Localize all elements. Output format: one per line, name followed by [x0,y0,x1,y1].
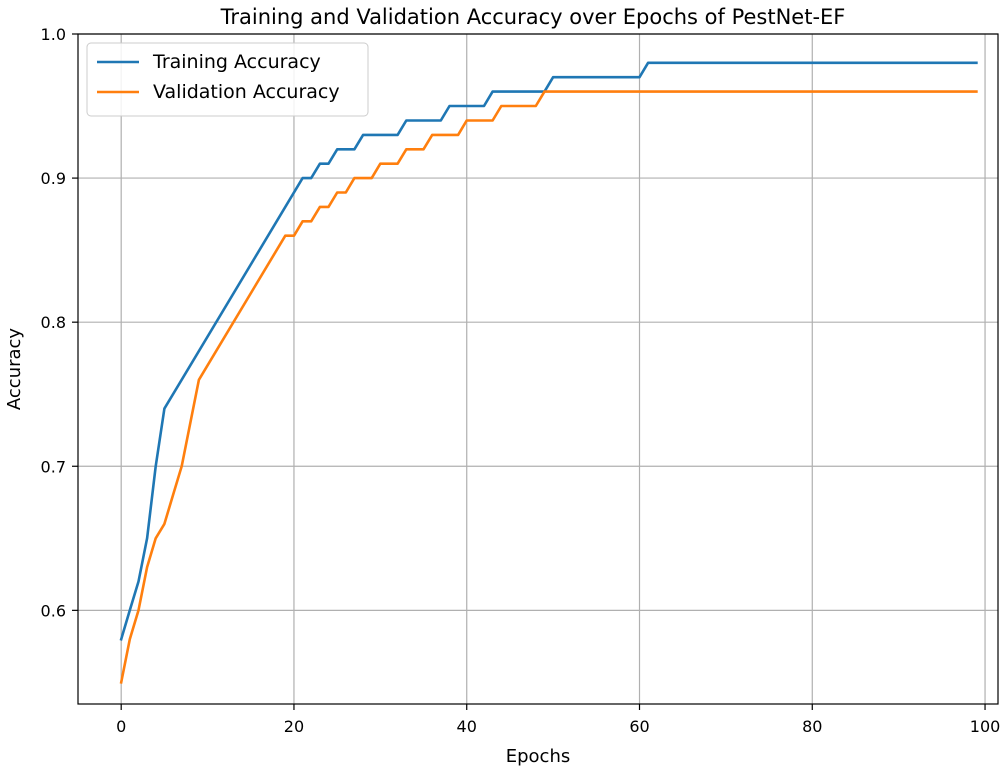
y-tick-label: 1.0 [41,25,66,44]
x-axis-label: Epochs [506,746,571,767]
data-series [119,61,978,684]
y-axis-label: Accuracy [4,328,25,411]
legend-label-validation: Validation Accuracy [153,81,340,103]
plot-area-frame [77,33,999,705]
axis-ticks: 0 20 40 60 80 100 0.6 0.7 0.8 0.9 1.0 [41,25,1000,736]
x-tick-label: 100 [970,717,1000,736]
y-tick-label: 0.7 [41,457,66,476]
x-tick-label: 60 [629,717,649,736]
legend: Training Accuracy Validation Accuracy [86,42,369,117]
x-tick-label: 80 [802,717,822,736]
x-tick-label: 40 [457,717,477,736]
legend-box [86,42,369,117]
y-tick-label: 0.9 [41,169,66,188]
grid-lines [78,33,998,704]
chart-title: Training and Validation Accuracy over Ep… [220,5,846,29]
series-line-validation [119,90,978,684]
y-tick-label: 0.8 [41,313,66,332]
legend-label-training: Training Accuracy [152,51,321,73]
x-tick-label: 20 [284,717,304,736]
x-tick-label: 0 [116,717,126,736]
series-line-training [119,61,978,641]
y-tick-label: 0.6 [41,601,66,620]
